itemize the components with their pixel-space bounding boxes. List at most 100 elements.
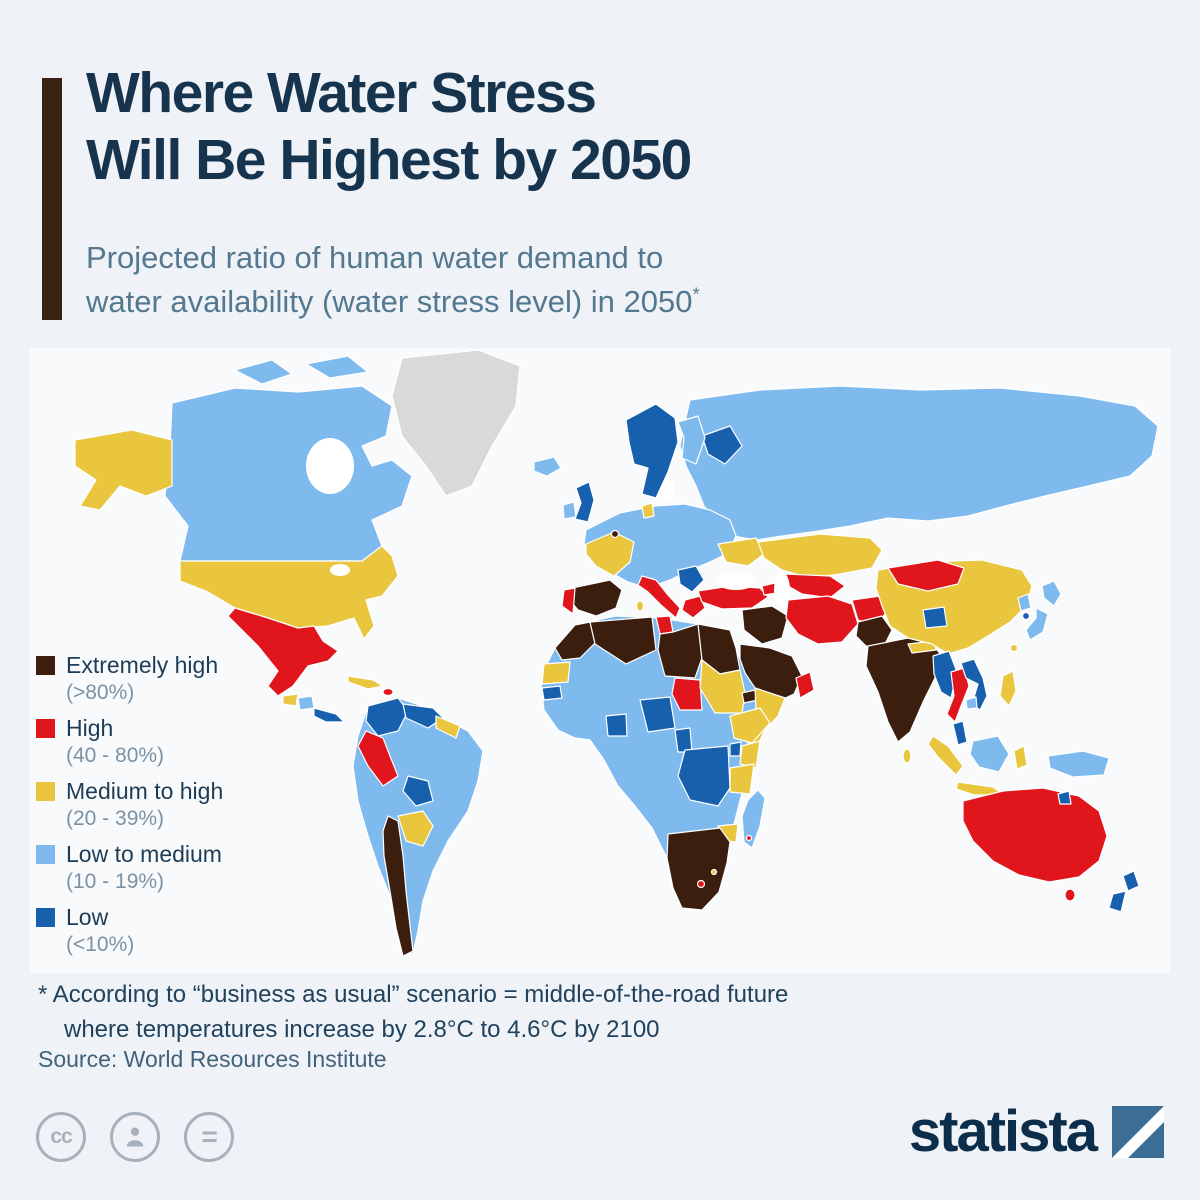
region-new-guinea	[1047, 750, 1110, 778]
region-libya	[657, 623, 703, 679]
legend-item-low-to-medium: Low to medium (10 - 19%)	[36, 841, 223, 894]
legend-swatch-low	[36, 908, 55, 927]
region-cameroon	[674, 727, 693, 753]
footnote-line-1: * According to “business as usual” scena…	[38, 981, 789, 1008]
region-nw-russia	[701, 425, 743, 465]
region-ghana	[605, 713, 628, 737]
region-japan-north	[1041, 580, 1062, 607]
region-kazakhstan	[757, 533, 883, 579]
region-uk	[574, 481, 595, 523]
cc-icon[interactable]: cc	[36, 1112, 86, 1162]
legend-label: High	[66, 715, 114, 741]
region-south-korea	[1021, 611, 1031, 621]
title-line-2: Will Be Highest by 2050	[86, 127, 692, 192]
legend-item-low: Low (<10%)	[36, 904, 223, 957]
region-dr-congo	[677, 745, 731, 807]
hudson-bay	[306, 438, 354, 494]
black-sea	[716, 572, 756, 590]
page-title: Where Water Stress Will Be Highest by 20…	[86, 60, 692, 193]
region-peru	[357, 730, 399, 787]
region-iran	[785, 595, 859, 645]
region-borneo	[969, 735, 1010, 773]
region-syria-iraq	[741, 605, 789, 645]
footnote-asterisk: *	[692, 283, 700, 305]
region-eswatini	[710, 868, 718, 876]
region-laos-vietnam	[960, 658, 988, 711]
region-mexico	[227, 607, 339, 697]
region-taiwan	[1009, 643, 1019, 653]
region-sardinia	[635, 600, 645, 612]
region-myanmar	[932, 650, 958, 699]
region-new-zealand-north	[1122, 870, 1140, 892]
region-canada	[164, 385, 413, 562]
region-hispaniola	[382, 687, 394, 697]
legend-label: Extremely high	[66, 652, 219, 678]
region-australia-north	[1057, 790, 1072, 805]
region-ethiopia	[729, 707, 771, 744]
region-australia	[962, 787, 1108, 883]
region-china-central	[922, 606, 948, 629]
region-belgium	[610, 529, 620, 539]
source-line: Source: World Resources Institute	[38, 1046, 387, 1072]
subtitle-line-1: Projected ratio of human water demand to	[86, 240, 664, 275]
region-ukraine	[717, 537, 765, 567]
legend-range: (<10%)	[66, 933, 135, 956]
legend-label: Low to medium	[66, 841, 222, 867]
region-uganda	[729, 741, 742, 757]
region-chile	[382, 815, 414, 957]
region-new-zealand-south	[1108, 890, 1127, 913]
license-icons: cc =	[36, 1112, 234, 1162]
equals-no-derivatives-icon[interactable]: =	[184, 1112, 234, 1162]
statista-logo[interactable]: statista	[909, 1098, 1164, 1165]
region-southern-africa	[666, 827, 731, 911]
legend-swatch-low-to-medium	[36, 845, 55, 864]
region-colombia	[365, 697, 409, 737]
caspian-sea	[774, 572, 790, 608]
region-guianas	[435, 715, 461, 739]
legend-item-high: High (40 - 80%)	[36, 715, 223, 768]
region-sumatra	[927, 735, 964, 776]
region-bolivia	[402, 775, 434, 807]
region-madagascar	[741, 789, 766, 849]
region-north-korea	[1017, 593, 1032, 612]
legend-item-extremely-high: Extremely high (>80%)	[36, 652, 223, 705]
attribution-person-icon[interactable]	[110, 1112, 160, 1162]
legend-label: Low	[66, 904, 109, 930]
region-tanzania	[729, 763, 755, 795]
region-russia	[679, 385, 1159, 541]
region-ireland	[562, 501, 577, 520]
region-argentina-north	[397, 810, 434, 847]
region-cuba	[347, 675, 384, 690]
logo-diagonal-stripe	[1112, 1105, 1164, 1158]
region-balkans	[677, 565, 705, 593]
subtitle-line-2: water availability (water stress level) …	[86, 283, 700, 320]
region-arctic-islands-west	[234, 359, 293, 385]
legend: Extremely high (>80%) High (40 - 80%) Me…	[36, 652, 223, 967]
legend-range: (>80%)	[66, 681, 135, 704]
legend-swatch-extremely-high	[36, 656, 55, 675]
legend-range: (40 - 80%)	[66, 744, 165, 767]
page-subtitle: Projected ratio of human water demand to…	[86, 236, 700, 324]
legend-range: (20 - 39%)	[66, 807, 165, 830]
region-madagascar-south	[745, 834, 753, 842]
world-map	[30, 348, 1170, 973]
legend-range: (10 - 19%)	[66, 870, 165, 893]
region-nigeria	[639, 696, 676, 733]
region-cambodia	[965, 696, 978, 710]
region-senegal	[541, 685, 563, 701]
statista-wordmark: statista	[908, 1099, 1098, 1164]
statista-logo-icon	[1112, 1105, 1164, 1158]
footnote: * According to “business as usual” scena…	[38, 978, 788, 1048]
region-guatemala	[282, 693, 299, 707]
region-mongolia	[887, 559, 965, 592]
region-costa-rica-panama	[313, 707, 345, 723]
region-western-sahara	[541, 661, 571, 685]
region-norway-sweden	[625, 403, 679, 499]
region-alaska	[74, 429, 173, 511]
region-denmark	[641, 502, 655, 519]
region-lesotho	[696, 879, 706, 889]
region-oman	[795, 671, 815, 699]
region-honduras	[297, 695, 315, 711]
legend-label: Medium to high	[66, 778, 224, 804]
legend-item-medium-to-high: Medium to high (20 - 39%)	[36, 778, 223, 831]
